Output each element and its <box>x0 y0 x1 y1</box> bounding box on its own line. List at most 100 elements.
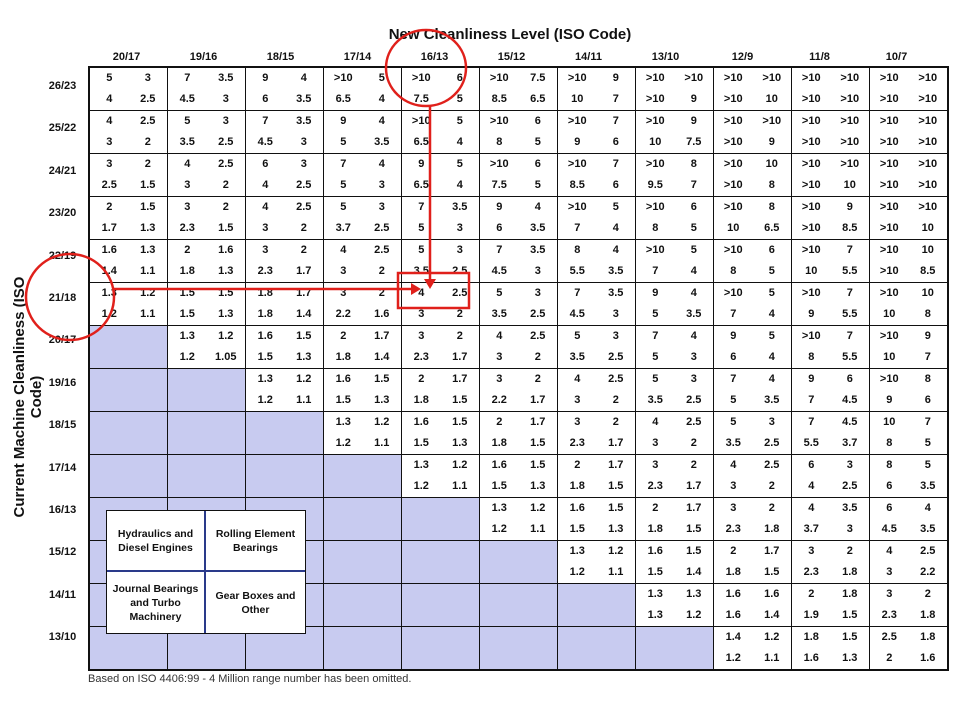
cell-value: 4.5 <box>842 394 858 406</box>
cell-value: 1.2 <box>725 652 741 664</box>
table-row: 1.3 1.2 1.2 1.05 1.6 1.5 1.5 1.3 2 1.7 1.8 1.4 3 2 2.3… <box>88 325 949 369</box>
cell-value: 3.5 <box>608 265 624 277</box>
cell-value: 1.4 <box>296 308 312 320</box>
cell-value: 5 <box>534 179 541 191</box>
cell-value: 6 <box>846 373 853 385</box>
cell-value: 3 <box>496 373 503 385</box>
cell-value: 1.2 <box>491 523 507 535</box>
cell-value: 6 <box>456 72 463 84</box>
cell-value: >10 <box>489 158 509 170</box>
table-cell: 9 6 7 4.5 <box>791 368 870 412</box>
cell-value: 1.5 <box>686 545 702 557</box>
table-cell: >10 >10 >10 9 <box>713 110 792 154</box>
cell-value: 2 <box>222 179 229 191</box>
cell-value: 8.5 <box>920 265 936 277</box>
cell-value: 3 <box>300 136 307 148</box>
cell-value: 1.3 <box>140 244 156 256</box>
table-cell: 2 1.7 1.8 1.5 <box>635 497 714 541</box>
cell-value: >10 <box>879 265 899 277</box>
cell-value: 10 <box>765 158 778 170</box>
cell-value: 1.4 <box>725 631 741 643</box>
cell-value: 3 <box>534 265 541 277</box>
table-cell: 4 2.5 3 2 <box>479 325 558 369</box>
cell-value: 1.7 <box>296 287 312 299</box>
cell-value: 2.5 <box>452 287 468 299</box>
cell-value: >10 <box>723 93 743 105</box>
cell-value: 1.4 <box>101 265 117 277</box>
cell-value: 8 <box>886 437 893 449</box>
cell-value: 6 <box>534 115 541 127</box>
row-header: 13/10 <box>48 631 77 644</box>
cell-value: 8 <box>768 179 775 191</box>
cell-value: 5 <box>574 330 581 342</box>
cell-value: 5 <box>768 330 775 342</box>
empty-cell <box>245 411 324 455</box>
table-cell: >10 >10 >10 >10 <box>869 153 949 197</box>
cell-value: 9 <box>262 72 269 84</box>
table-cell: >10 9 10 7 <box>557 66 636 111</box>
table-cell: 7 4 5 3.5 <box>713 368 792 412</box>
cell-value: 1.5 <box>530 437 546 449</box>
empty-cell <box>88 454 168 498</box>
cell-value: 1.6 <box>413 416 429 428</box>
table-cell: 1.6 1.5 1.5 1.3 <box>323 368 402 412</box>
cell-value: 1.5 <box>764 566 780 578</box>
table-cell: 4 3.5 3.7 3 <box>791 497 870 541</box>
table-cell: >10 >10 >10 10 <box>869 196 949 240</box>
table-cell: 9 4 5 3.5 <box>635 282 714 326</box>
table-cell: 1.3 1.2 1.2 1.05 <box>167 325 246 369</box>
table-cell: 3 2 2.2 1.6 <box>323 282 402 326</box>
cell-value: 1.8 <box>842 566 858 578</box>
table-cell: >10 7 8 5.5 <box>791 325 870 369</box>
cell-value: 4 <box>768 351 775 363</box>
cell-value: 5 <box>730 416 737 428</box>
cell-value: 1.5 <box>218 222 234 234</box>
cell-value: 4 <box>612 222 619 234</box>
cell-value: 4 <box>924 502 931 514</box>
cell-value: 5 <box>378 72 385 84</box>
cell-value: 4 <box>808 502 815 514</box>
cell-value: 7 <box>846 287 853 299</box>
table-cell: 3 2 2.3 1.8 <box>713 497 792 541</box>
empty-cell <box>401 497 480 541</box>
table-cell: >10 10 >10 8.5 <box>869 239 949 283</box>
cell-value: 5 <box>456 93 463 105</box>
cell-value: 7 <box>808 394 815 406</box>
column-header: 10/7 <box>885 51 908 63</box>
table-cell: 1.3 1.2 1.2 1.1 <box>323 411 402 455</box>
cell-value: >10 <box>723 115 743 127</box>
cell-value: 8.5 <box>842 222 858 234</box>
column-header: 17/14 <box>343 51 372 63</box>
cell-value: 2.3 <box>179 222 195 234</box>
cell-value: 9 <box>808 308 815 320</box>
cell-value: 1.7 <box>374 330 390 342</box>
table-cell: >10 6 8 5 <box>479 110 558 154</box>
cell-value: 3.7 <box>335 222 351 234</box>
cell-value: 7.5 <box>413 93 429 105</box>
table-cell: >10 >10 >10 >10 <box>869 110 949 154</box>
cell-value: 4 <box>690 265 697 277</box>
table-cell: >10 7 9 5.5 <box>791 282 870 326</box>
table-cell: 3 2 2.3 1.7 <box>635 454 714 498</box>
row-header: 22/19 <box>48 249 77 262</box>
cell-value: 3 <box>418 308 425 320</box>
cell-value: 3 <box>222 93 229 105</box>
table-cell: >10 5 7 4 <box>713 282 792 326</box>
cell-value: >10 <box>879 222 899 234</box>
cell-value: >10 <box>879 158 899 170</box>
cell-value: 4 <box>730 459 737 471</box>
cell-value: 2.3 <box>647 480 663 492</box>
cell-value: 5 <box>418 244 425 256</box>
table-cell: >10 >10 >10 10 <box>791 153 870 197</box>
cell-value: 2.5 <box>686 394 702 406</box>
table-cell: >10 9 10 7.5 <box>635 110 714 154</box>
cell-value: >10 <box>879 287 899 299</box>
table-cell: 1.8 1.5 1.6 1.3 <box>791 626 870 671</box>
table-cell: 7 3.5 5 3 <box>401 196 480 240</box>
cell-value: 1.5 <box>140 179 156 191</box>
cell-value: 3.5 <box>218 72 234 84</box>
cell-value: >10 <box>567 115 587 127</box>
table-cell: 9 4 6 3.5 <box>245 66 324 111</box>
cell-value: 10 <box>765 93 778 105</box>
cell-value: 1.6 <box>764 588 780 600</box>
